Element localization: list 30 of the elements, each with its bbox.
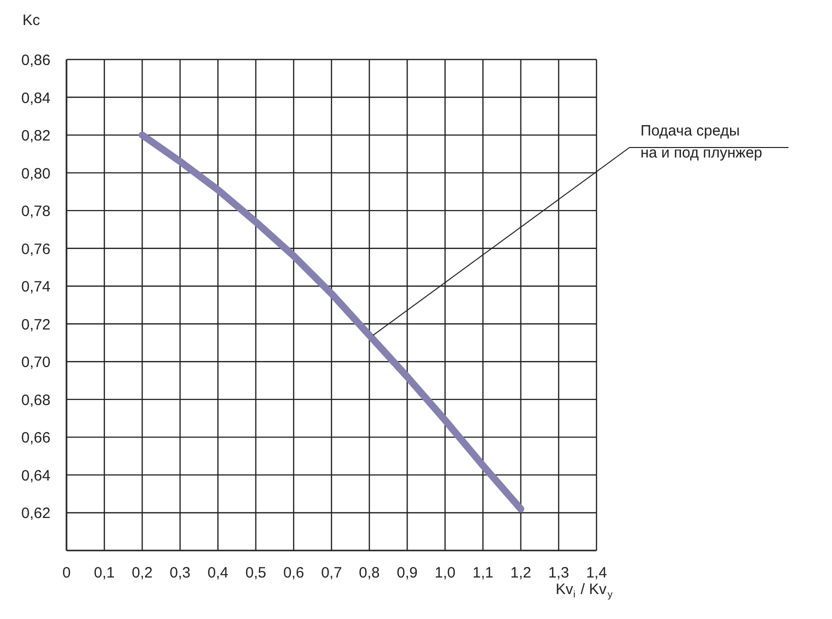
- y-tick-label: 0,66: [21, 430, 51, 447]
- y-axis-title: Kc: [22, 12, 41, 29]
- x-tick-label: 1,3: [548, 564, 570, 582]
- y-tick-label: 0,70: [21, 354, 51, 372]
- x-tick-label: 0,4: [208, 564, 228, 582]
- y-tick-label: 0,76: [21, 240, 51, 258]
- x-tick-label: 1,4: [586, 564, 607, 582]
- x-tick-label: 0,7: [321, 564, 342, 582]
- y-tick-label: 0,64: [21, 467, 51, 484]
- x-tick-label: 1,2: [510, 564, 532, 582]
- y-tick-label: 0,78: [21, 203, 51, 220]
- x-tick-label: 1,1: [472, 564, 494, 582]
- y-tick-label: 0,72: [21, 316, 51, 334]
- x-tick-label: 0: [62, 564, 71, 582]
- x-tick-label: 0,9: [396, 564, 418, 582]
- y-tick-label: 0,82: [21, 128, 51, 145]
- y-tick-label: 0,84: [21, 90, 51, 107]
- y-tick-label: 0,62: [21, 505, 51, 522]
- x-tick-label: 0,6: [283, 564, 304, 582]
- y-tick-label: 0,74: [21, 278, 51, 296]
- y-tick-label: 0,86: [21, 52, 51, 69]
- x-tick-label: 0,2: [132, 564, 153, 582]
- y-tick-label: 0,80: [21, 165, 51, 182]
- x-tick-label: 0,5: [245, 564, 266, 582]
- x-tick-label: 0,3: [170, 564, 191, 582]
- x-tick-label: 0,1: [94, 564, 115, 582]
- annotation: Подача среды на и под плунжер: [640, 122, 762, 162]
- x-tick-label: 1,0: [434, 564, 456, 582]
- x-tick-label: 0,8: [358, 564, 380, 582]
- y-tick-label: 0,68: [21, 392, 51, 409]
